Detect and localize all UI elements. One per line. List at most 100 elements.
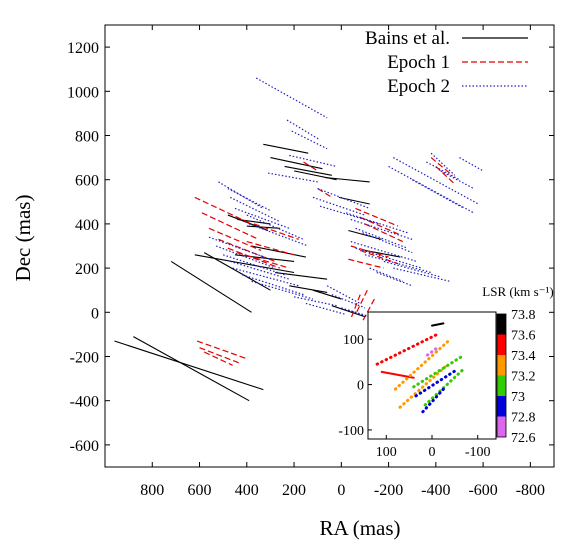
- maser-track: [360, 249, 399, 265]
- maser-track: [359, 216, 401, 236]
- maser-track: [201, 212, 259, 240]
- inset-chart: 100 0 -100 -100 0 100 73.8 73.6 73.4 73.2 73 72.8…: [338, 284, 553, 460]
- y-tick-label: 800: [75, 129, 99, 146]
- maser-track: [199, 347, 240, 364]
- maser-track: [312, 289, 342, 300]
- inset-track: [375, 333, 439, 366]
- maser-track: [232, 267, 299, 287]
- inset-tracks: [375, 322, 466, 414]
- y-tick-label: -200: [70, 350, 99, 367]
- inset-track: [421, 387, 445, 414]
- maser-track: [355, 207, 399, 227]
- x-tick-label: -800: [516, 482, 545, 499]
- maser-track: [345, 212, 408, 234]
- maser-track: [312, 196, 366, 216]
- maser-track: [194, 196, 252, 225]
- inset-track: [412, 353, 466, 389]
- series-1: [194, 157, 456, 366]
- colorbar-tick-label: 73.2: [511, 370, 536, 385]
- colorbar: 73.8 73.6 73.4 73.2 73 72.8 72.6: [496, 308, 536, 446]
- y-tick-label: 1000: [67, 84, 99, 101]
- maser-track: [267, 172, 318, 183]
- maser-track: [241, 274, 304, 296]
- colorbar-tick-label: 72.6: [511, 431, 536, 446]
- maser-track: [251, 280, 314, 300]
- maser-track: [270, 157, 323, 170]
- maser-track: [215, 245, 276, 269]
- maser-track: [331, 305, 366, 318]
- maser-track: [376, 271, 413, 287]
- colorbar-segment: [497, 355, 506, 376]
- maser-track: [222, 254, 285, 276]
- maser-track: [114, 340, 264, 391]
- x-tick-label: 400: [235, 482, 259, 499]
- inset-y-tick-label: -100: [338, 424, 364, 439]
- maser-track: [293, 296, 337, 307]
- maser-track: [388, 165, 474, 214]
- colorbar-segment: [497, 314, 506, 335]
- inset-track: [425, 346, 439, 357]
- inset-x-tick-label: 0: [429, 445, 436, 460]
- colorbar-frame: [496, 313, 507, 438]
- maser-track: [350, 294, 361, 320]
- maser-track: [350, 218, 413, 240]
- maser-track: [251, 245, 306, 258]
- maser-track: [289, 285, 328, 293]
- maser-track: [430, 157, 453, 176]
- inset-x-ticks: 100 0 -100: [376, 435, 491, 460]
- inset-x-tick-label: 100: [376, 445, 397, 460]
- inset-y-tick-label: 100: [343, 333, 364, 348]
- maser-track: [393, 157, 479, 205]
- maser-track: [348, 309, 375, 320]
- maser-track: [218, 181, 264, 209]
- maser-track: [364, 254, 432, 274]
- x-tick-label: 600: [188, 482, 212, 499]
- y-axis-label: Dec (mas): [11, 195, 35, 282]
- y-tick-label: 1200: [67, 40, 99, 57]
- maser-track: [326, 285, 361, 304]
- maser-track: [208, 227, 262, 251]
- maser-track: [459, 157, 484, 172]
- x-axis-label: RA (mas): [319, 516, 400, 540]
- y-tick-label: 0: [91, 305, 99, 322]
- maser-track: [234, 254, 295, 263]
- maser-track: [286, 119, 321, 141]
- x-tick-label: 800: [140, 482, 164, 499]
- series-0: [114, 143, 401, 402]
- maser-track: [426, 161, 460, 181]
- maser-track: [350, 245, 389, 258]
- x-tick-label: -400: [421, 482, 450, 499]
- maser-track: [355, 247, 422, 269]
- x-tick-label: -200: [374, 482, 403, 499]
- maser-track: [255, 77, 328, 119]
- colorbar-segment: [497, 396, 506, 417]
- maser-track: [369, 267, 403, 282]
- maser-track: [317, 187, 370, 209]
- inset-track: [423, 367, 466, 407]
- x-tick-label: -600: [468, 482, 497, 499]
- maser-track: [324, 176, 370, 183]
- y-tick-label: -400: [70, 394, 99, 411]
- colorbar-tick-label: 73.6: [511, 329, 536, 344]
- maser-track: [317, 188, 333, 198]
- series-2: [208, 77, 484, 320]
- maser-track: [170, 261, 252, 313]
- y-tick-label: 400: [75, 217, 99, 234]
- maser-track: [208, 236, 271, 260]
- colorbar-segment: [497, 416, 506, 437]
- colorbar-tick-label: 73.8: [511, 308, 536, 323]
- maser-track: [133, 336, 250, 402]
- colorbar-segment: [497, 375, 506, 396]
- maser-track: [383, 260, 441, 278]
- inset-x-tick-label: -100: [465, 445, 491, 460]
- legend-label: Epoch 2: [387, 76, 450, 97]
- legend-label: Bains et al.: [365, 28, 450, 49]
- x-tick-label: 0: [337, 482, 345, 499]
- maser-track: [411, 179, 465, 209]
- maser-track: [348, 258, 384, 269]
- y-tick-label: 200: [75, 261, 99, 278]
- colorbar-tick-label: 73: [511, 390, 525, 405]
- inset-track: [398, 364, 448, 409]
- maser-track: [350, 241, 418, 263]
